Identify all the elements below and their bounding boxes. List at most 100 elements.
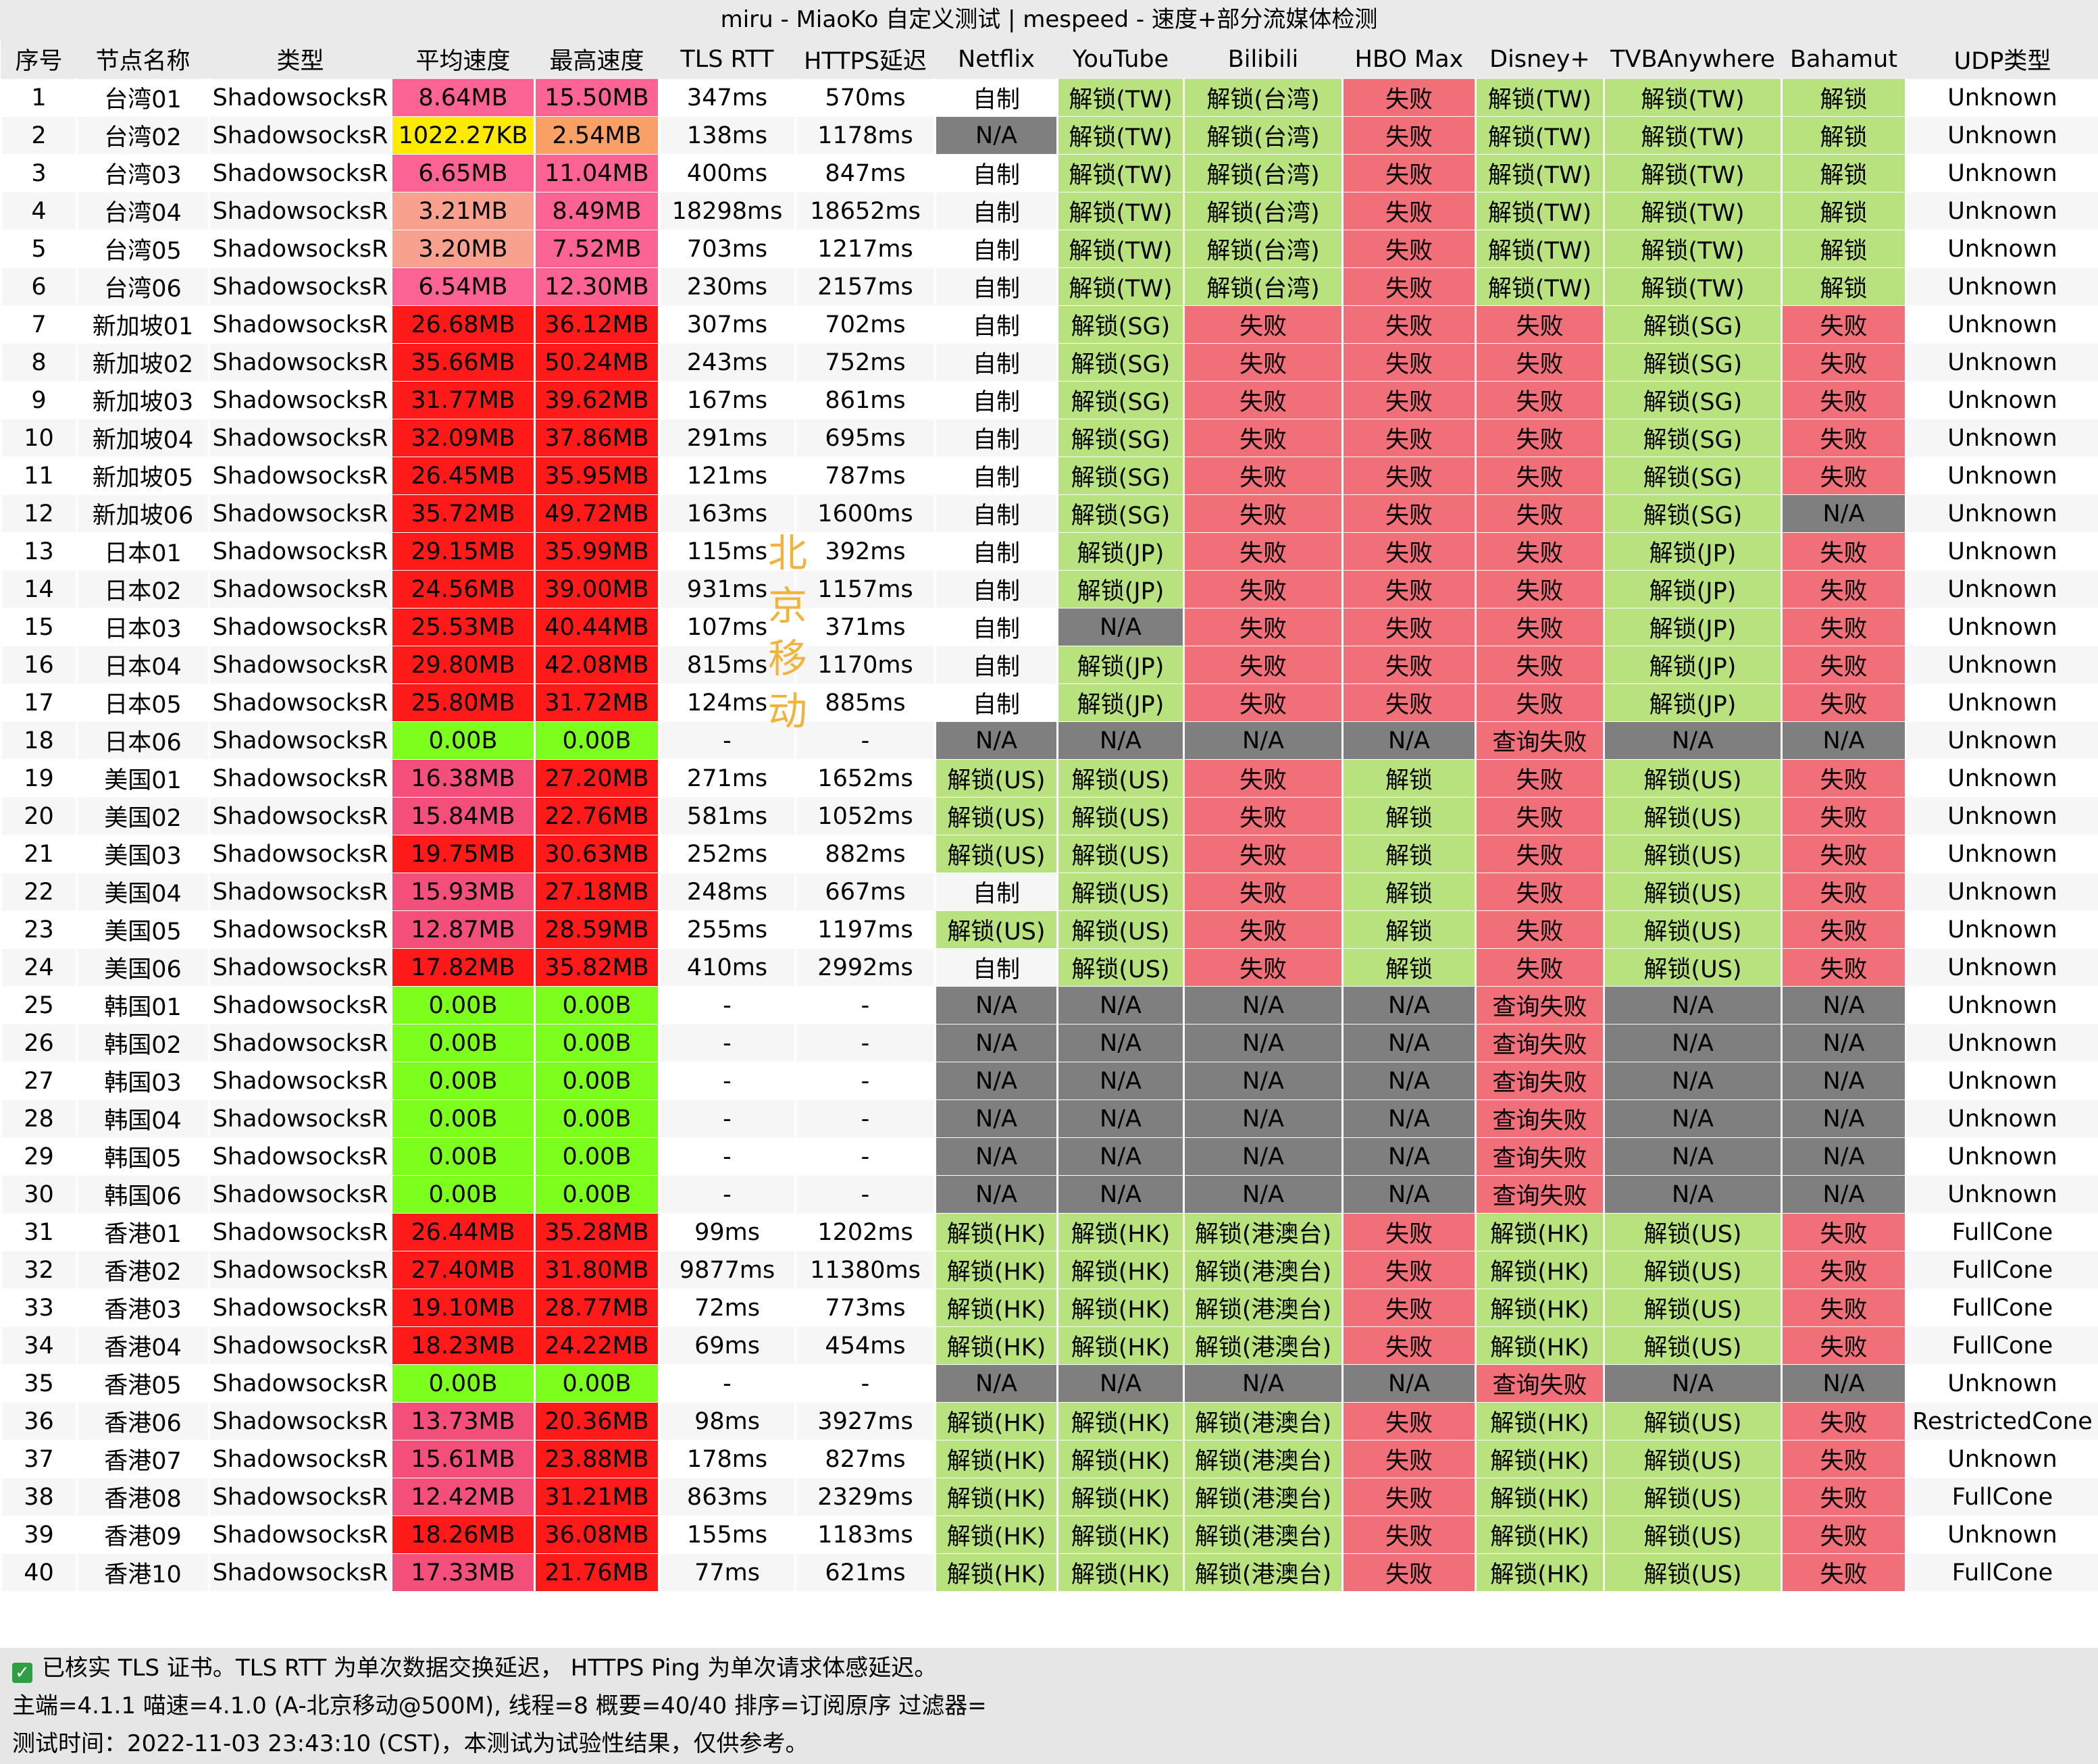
- table-cell: 702ms: [794, 305, 936, 344]
- table-cell: 解锁(JP): [1056, 683, 1185, 722]
- table-cell: 解锁(SG): [1056, 381, 1185, 419]
- table-cell: N/A: [1603, 1062, 1783, 1100]
- table-cell: 15.84MB: [390, 797, 536, 835]
- table-cell: 自制: [934, 343, 1058, 382]
- table-cell: 26.45MB: [390, 457, 536, 495]
- table-cell: ShadowsocksR: [208, 192, 392, 230]
- table-row: 10 新加坡04 ShadowsocksR 32.09MB 37.86MB 291ms 69…: [0, 419, 2098, 457]
- table-cell: 2329ms: [794, 1478, 936, 1516]
- table-cell: 失败: [1341, 267, 1477, 306]
- table-cell: 解锁(HK): [934, 1251, 1058, 1289]
- table-cell: 解锁(台湾): [1183, 192, 1344, 230]
- table-cell: N/A: [1603, 1099, 1783, 1138]
- table-cell: 22.76MB: [534, 797, 660, 835]
- table-cell: N/A: [934, 721, 1058, 760]
- table-cell: 1: [0, 78, 78, 117]
- table-cell: 失败: [1341, 608, 1477, 646]
- table-cell: 0.00B: [534, 721, 660, 760]
- table-cell: 失败: [1341, 1440, 1477, 1478]
- table-cell: 失败: [1183, 873, 1344, 911]
- footer: ✓ 已核实 TLS 证书。TLS RTT 为单次数据交换延迟， HTTPS Pin…: [0, 1648, 2098, 1764]
- column-header: UDP类型: [1905, 39, 2098, 79]
- table-cell: 271ms: [658, 759, 796, 798]
- table-cell: 美国02: [76, 797, 210, 835]
- table-cell: 失败: [1341, 1402, 1477, 1441]
- table-cell: -: [658, 721, 796, 760]
- table-cell: 日本01: [76, 532, 210, 571]
- table-cell: 5: [0, 230, 78, 268]
- table-cell: ShadowsocksR: [208, 457, 392, 495]
- table-cell: 失败: [1341, 646, 1477, 684]
- table-cell: 167ms: [658, 381, 796, 419]
- table-cell: 27.20MB: [534, 759, 660, 798]
- table-cell: 解锁(TW): [1475, 154, 1605, 192]
- table-cell: 解锁(TW): [1056, 192, 1185, 230]
- table-row: 34 香港04 ShadowsocksR 18.23MB 24.22MB 69ms 454m…: [0, 1326, 2098, 1365]
- table-cell: 885ms: [794, 683, 936, 722]
- table-cell: 847ms: [794, 154, 936, 192]
- table-cell: -: [658, 1062, 796, 1100]
- table-cell: 863ms: [658, 1478, 796, 1516]
- table-cell: 失败: [1183, 343, 1344, 382]
- table-cell: 138ms: [658, 116, 796, 155]
- table-cell: 失败: [1781, 759, 1907, 798]
- table-cell: 26: [0, 1024, 78, 1062]
- table-cell: Unknown: [1905, 457, 2098, 495]
- table-cell: 17.82MB: [390, 948, 536, 987]
- table-row: 3 台湾03 ShadowsocksR 6.65MB 11.04MB 400ms 847ms…: [0, 154, 2098, 192]
- table-cell: 失败: [1341, 343, 1477, 382]
- table-cell: 解锁(台湾): [1183, 116, 1344, 155]
- table-cell: 解锁(HK): [1056, 1326, 1185, 1365]
- table-cell: 307ms: [658, 305, 796, 344]
- column-header: Disney+: [1475, 39, 1604, 79]
- table-cell: 12: [0, 494, 78, 533]
- table-cell: 0.00B: [390, 1099, 536, 1138]
- table-cell: 解锁(TW): [1056, 267, 1185, 306]
- table-cell: -: [794, 1137, 936, 1176]
- table-cell: 28: [0, 1099, 78, 1138]
- table-cell: 失败: [1781, 948, 1907, 987]
- table-row: 23 美国05 ShadowsocksR 12.87MB 28.59MB 255ms 119…: [0, 910, 2098, 949]
- table-cell: 40.44MB: [534, 608, 660, 646]
- table-cell: 1170ms: [794, 646, 936, 684]
- table-cell: 失败: [1475, 305, 1605, 344]
- column-header: Bilibili: [1183, 39, 1343, 79]
- table-cell: 解锁(港澳台): [1183, 1251, 1344, 1289]
- table-row: 35 香港05 ShadowsocksR 0.00B 0.00B - - N/A N/A N/A N…: [0, 1364, 2098, 1403]
- table-cell: ShadowsocksR: [208, 343, 392, 382]
- table-cell: 0.00B: [534, 1137, 660, 1176]
- table-cell: 解锁(US): [1603, 1553, 1783, 1592]
- table-cell: 查询失败: [1475, 1062, 1605, 1100]
- table-cell: 失败: [1781, 1289, 1907, 1327]
- table-cell: 失败: [1183, 910, 1344, 949]
- table-cell: 自制: [934, 948, 1058, 987]
- table-row: 31 香港01 ShadowsocksR 26.44MB 35.28MB 99ms 1202…: [0, 1213, 2098, 1251]
- table-cell: 解锁(US): [1603, 1515, 1783, 1554]
- table-cell: 31.21MB: [534, 1478, 660, 1516]
- table-cell: 解锁(US): [1603, 1478, 1783, 1516]
- table-cell: N/A: [1341, 1137, 1477, 1176]
- table-cell: FullCone: [1905, 1289, 2098, 1327]
- table-cell: 解锁(US): [1603, 1440, 1783, 1478]
- table-cell: Unknown: [1905, 646, 2098, 684]
- table-cell: 香港07: [76, 1440, 210, 1478]
- table-cell: 解锁(TW): [1603, 230, 1783, 268]
- table-cell: 解锁(HK): [1475, 1553, 1605, 1592]
- table-cell: 3: [0, 154, 78, 192]
- table-cell: 12.42MB: [390, 1478, 536, 1516]
- table-cell: -: [658, 1137, 796, 1176]
- table-cell: 自制: [934, 683, 1058, 722]
- table-cell: 29: [0, 1137, 78, 1176]
- table-cell: 16: [0, 646, 78, 684]
- table-cell: 解锁(JP): [1603, 608, 1783, 646]
- table-cell: 35.95MB: [534, 457, 660, 495]
- table-cell: 解锁(JP): [1603, 532, 1783, 571]
- table-cell: 香港03: [76, 1289, 210, 1327]
- table-cell: N/A: [1781, 1099, 1907, 1138]
- table-cell: 19.75MB: [390, 835, 536, 873]
- table-cell: 失败: [1781, 1440, 1907, 1478]
- table-cell: 解锁(HK): [934, 1289, 1058, 1327]
- table-cell: 失败: [1475, 494, 1605, 533]
- table-cell: 解锁(SG): [1603, 457, 1783, 495]
